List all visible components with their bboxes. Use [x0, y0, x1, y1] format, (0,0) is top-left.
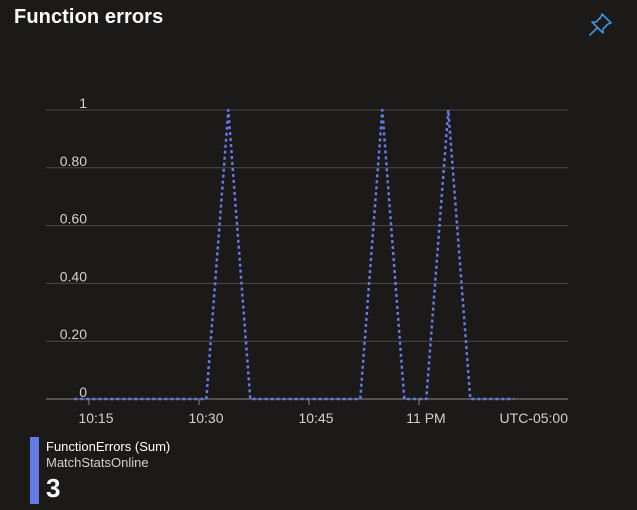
y-tick-label: 0.60: [60, 211, 87, 227]
y-tick-label: 0.80: [60, 153, 87, 169]
y-tick-label: 0.40: [60, 268, 87, 284]
series-line: [74, 108, 515, 401]
legend-total-value: 3: [46, 473, 61, 503]
y-tick-label: 1: [79, 95, 87, 111]
legend-metric-name: FunctionErrors (Sum): [46, 439, 171, 454]
timezone-label: UTC-05:00: [500, 410, 569, 426]
legend-swatch: [30, 437, 39, 504]
y-tick-label: 0: [79, 384, 87, 400]
x-tick-label: 10:45: [298, 410, 333, 426]
line-chart: 0 0.20 0.40 0.60 0.80 1 10:15 10:30 10:45 11 PM UT…: [46, 95, 569, 426]
x-tick-label: 10:30: [188, 410, 223, 426]
legend-item[interactable]: FunctionErrors (Sum) MatchStatsOnline 3: [30, 437, 170, 505]
legend-resource-name: MatchStatsOnline: [46, 455, 149, 470]
tile-title: Function errors: [14, 6, 164, 28]
y-tick-label: 0.20: [60, 326, 87, 342]
x-tick-label: 11 PM: [406, 410, 445, 426]
pin-button[interactable]: [585, 10, 615, 40]
pin-icon: [589, 13, 612, 36]
x-tick-label: 10:15: [78, 410, 113, 426]
